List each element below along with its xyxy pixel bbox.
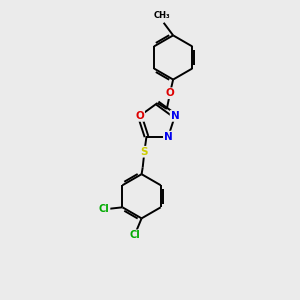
Text: N: N [164,132,172,142]
Text: Cl: Cl [130,230,141,240]
Text: O: O [166,88,174,98]
Text: CH₃: CH₃ [153,11,170,20]
Text: N: N [171,111,179,121]
Text: S: S [141,147,148,157]
Text: Cl: Cl [99,204,110,214]
Text: O: O [135,111,144,121]
